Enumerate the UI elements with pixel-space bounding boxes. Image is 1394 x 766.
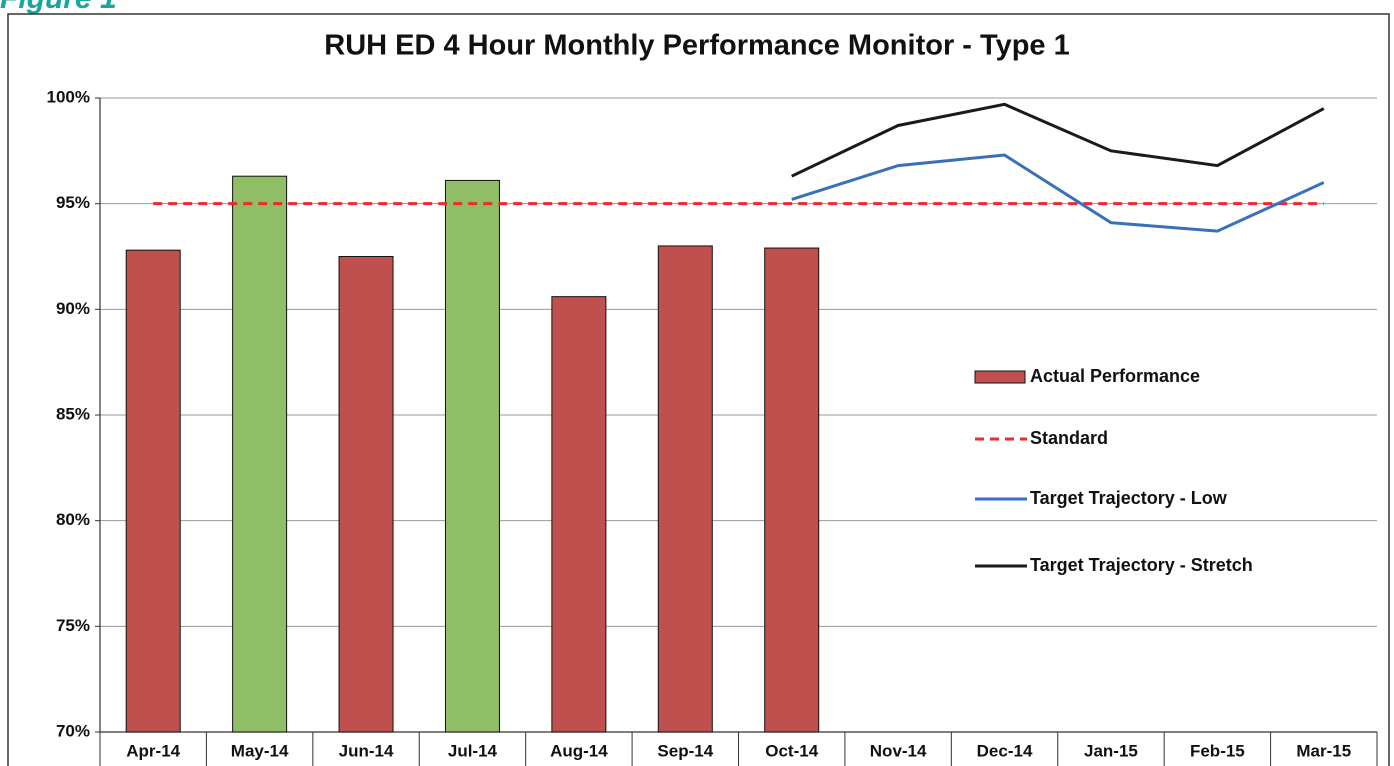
x-tick-label: Feb-15 bbox=[1190, 741, 1245, 760]
bar bbox=[232, 175, 288, 733]
bar bbox=[125, 249, 181, 733]
x-tick-label: Apr-14 bbox=[126, 741, 180, 760]
bar bbox=[338, 256, 394, 733]
y-tick-label: 70% bbox=[56, 721, 90, 740]
y-tick-label: 95% bbox=[56, 193, 90, 212]
x-tick-label: Aug-14 bbox=[550, 741, 608, 760]
x-tick-label: Jul-14 bbox=[448, 741, 498, 760]
y-tick-label: 75% bbox=[56, 616, 90, 635]
x-tick-label: May-14 bbox=[231, 741, 289, 760]
y-tick-label: 85% bbox=[56, 404, 90, 423]
x-tick-label: Dec-14 bbox=[977, 741, 1033, 760]
x-tick-label: Nov-14 bbox=[870, 741, 927, 760]
x-tick-label: Sep-14 bbox=[657, 741, 713, 760]
x-tick-label: Oct-14 bbox=[765, 741, 818, 760]
figure-label: Figure 1 bbox=[0, 0, 117, 15]
y-tick-label: 80% bbox=[56, 510, 90, 529]
x-tick-label: Jan-15 bbox=[1084, 741, 1138, 760]
x-tick-label: Mar-15 bbox=[1296, 741, 1351, 760]
legend-label: Target Trajectory - Stretch bbox=[1030, 555, 1253, 575]
bar bbox=[657, 245, 713, 733]
legend-swatch bbox=[974, 370, 1026, 384]
line-series bbox=[791, 102, 1325, 178]
x-tick-label: Jun-14 bbox=[339, 741, 394, 760]
chart-title: RUH ED 4 Hour Monthly Performance Monito… bbox=[324, 30, 1069, 62]
line-series bbox=[791, 153, 1325, 233]
bar bbox=[444, 179, 500, 733]
y-tick-label: 90% bbox=[56, 299, 90, 318]
bar bbox=[551, 296, 607, 733]
legend-label: Standard bbox=[1030, 428, 1108, 448]
legend-label: Target Trajectory - Low bbox=[1030, 488, 1228, 508]
bar bbox=[764, 247, 820, 733]
legend-label: Actual Performance bbox=[1030, 366, 1200, 386]
y-tick-label: 100% bbox=[47, 87, 90, 106]
